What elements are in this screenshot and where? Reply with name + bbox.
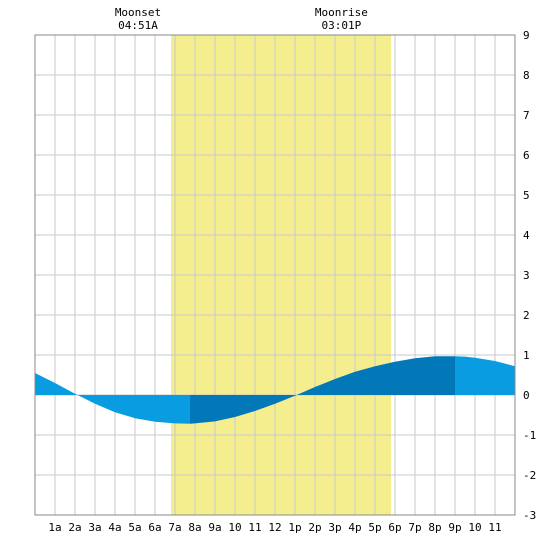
- x-tick-label: 4a: [108, 521, 121, 534]
- event-label: Moonset: [115, 6, 161, 19]
- y-tick-label: -1: [523, 429, 536, 442]
- x-tick-label: 3a: [88, 521, 101, 534]
- y-tick-label: 4: [523, 229, 530, 242]
- x-tick-label: 6a: [148, 521, 161, 534]
- tide-area-night-late: [455, 356, 515, 395]
- x-tick-label: 3p: [328, 521, 341, 534]
- x-tick-label: 5a: [128, 521, 141, 534]
- x-tick-label: 6p: [388, 521, 401, 534]
- y-tick-label: 2: [523, 309, 530, 322]
- event-label: Moonrise: [315, 6, 368, 19]
- event-time: 04:51A: [118, 19, 158, 32]
- y-tick-label: 7: [523, 109, 530, 122]
- x-tick-label: 11: [488, 521, 501, 534]
- x-tick-label: 10: [468, 521, 481, 534]
- y-tick-label: -2: [523, 469, 536, 482]
- x-tick-label: 11: [248, 521, 261, 534]
- y-tick-label: 6: [523, 149, 530, 162]
- x-tick-label: 8p: [428, 521, 441, 534]
- x-tick-label: 12: [268, 521, 281, 534]
- x-tick-label: 10: [228, 521, 241, 534]
- x-tick-label: 2p: [308, 521, 321, 534]
- y-tick-label: 1: [523, 349, 530, 362]
- x-tick-label: 1a: [48, 521, 61, 534]
- x-tick-label: 2a: [68, 521, 81, 534]
- plot-border: [34, 34, 516, 516]
- tide-area-night-early: [35, 373, 190, 424]
- x-tick-label: 8a: [188, 521, 201, 534]
- x-tick-label: 5p: [368, 521, 381, 534]
- y-tick-label: 0: [523, 389, 530, 402]
- y-tick-label: 5: [523, 189, 530, 202]
- y-tick-label: 9: [523, 29, 530, 42]
- x-tick-label: 9a: [208, 521, 221, 534]
- y-tick-label: -3: [523, 509, 536, 522]
- tide-area-day: [190, 356, 455, 424]
- event-time: 03:01P: [322, 19, 362, 32]
- y-tick-label: 8: [523, 69, 530, 82]
- x-tick-label: 7p: [408, 521, 421, 534]
- x-tick-label: 1p: [288, 521, 301, 534]
- x-tick-label: 9p: [448, 521, 461, 534]
- x-tick-label: 4p: [348, 521, 361, 534]
- y-tick-label: 3: [523, 269, 530, 282]
- x-tick-label: 7a: [168, 521, 181, 534]
